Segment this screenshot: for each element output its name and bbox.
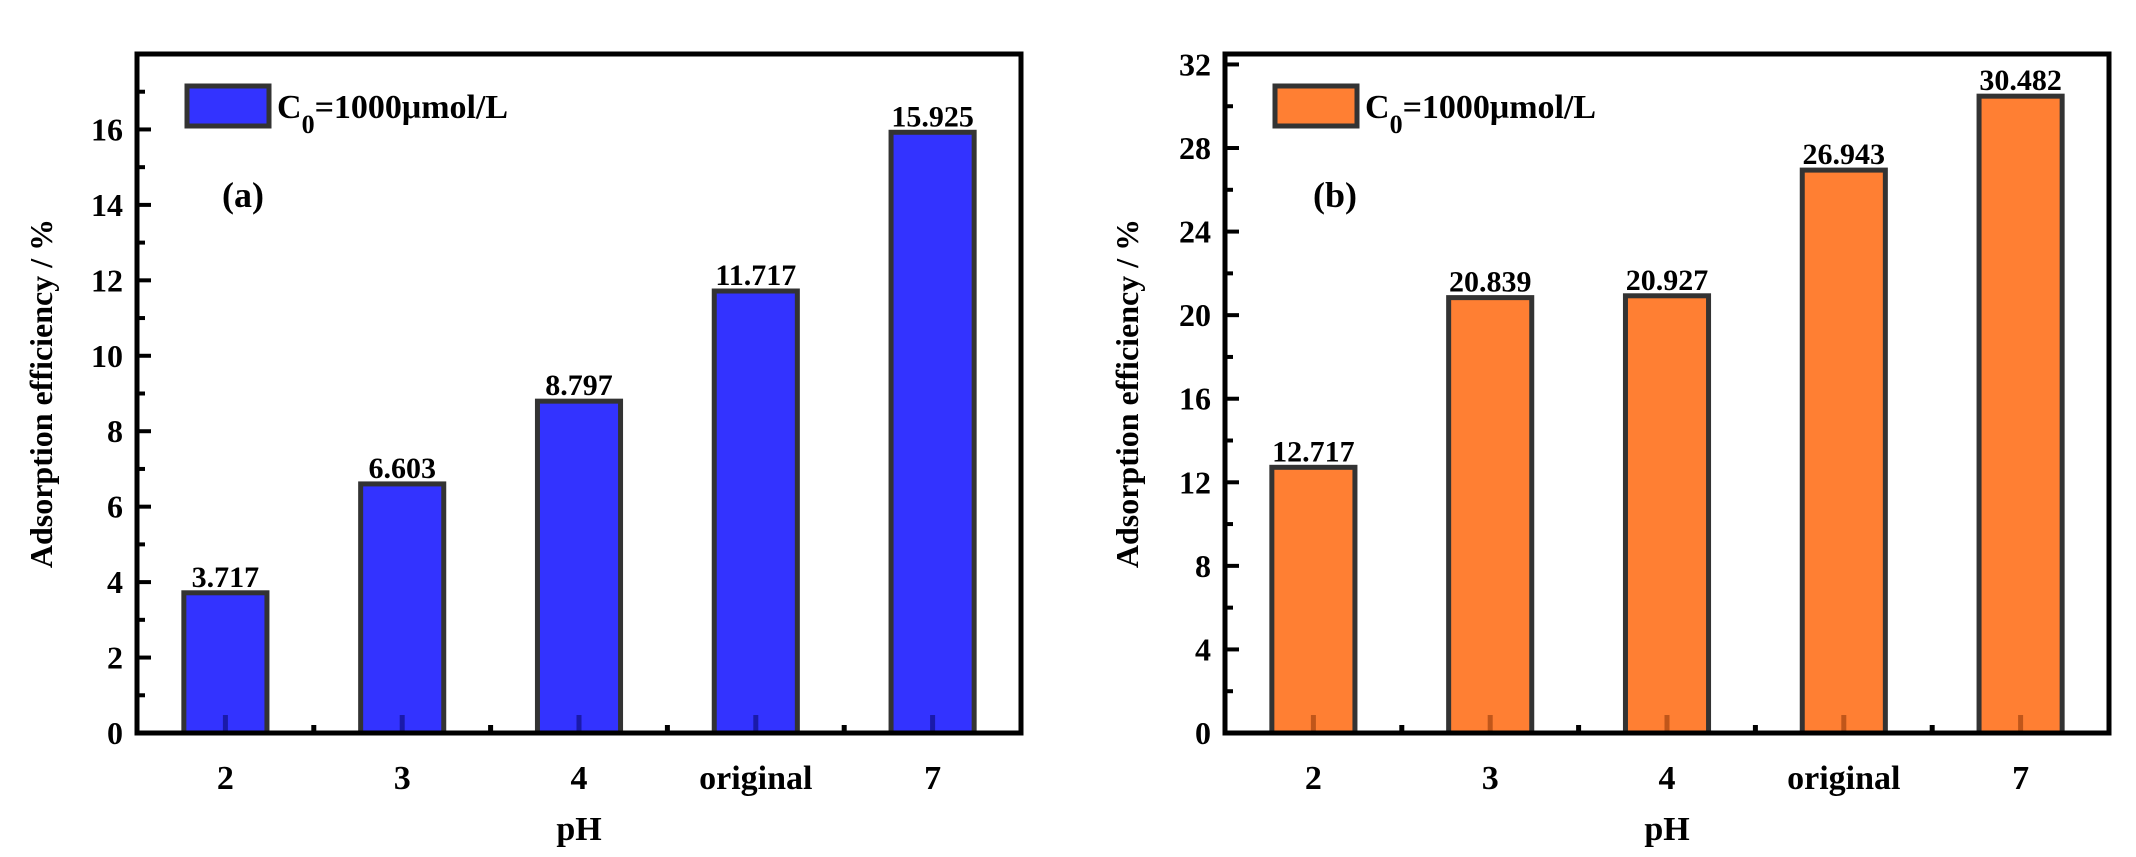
y-tick-label: 28 xyxy=(1179,130,1211,166)
y-tick-label: 12 xyxy=(1179,464,1211,500)
y-axis-title: Adsorption efficiency / % xyxy=(23,219,59,568)
y-tick-label: 20 xyxy=(1179,297,1211,333)
bar-value-label: 11.717 xyxy=(715,259,796,292)
y-tick-label: 32 xyxy=(1179,46,1211,82)
bar xyxy=(534,398,624,736)
bar xyxy=(1799,167,1888,736)
bar xyxy=(888,129,977,736)
bar-value-label: 3.717 xyxy=(192,561,260,594)
bar xyxy=(1269,464,1358,736)
bar xyxy=(1622,293,1712,736)
y-tick-label: 6 xyxy=(107,489,123,525)
plot-frame xyxy=(1222,51,2112,736)
legend-label: C0=1000μmol/L xyxy=(1365,89,1596,139)
y-axis-title: Adsorption efficiency / % xyxy=(1109,219,1145,568)
y-tick-label: 0 xyxy=(107,715,123,751)
panel-label: (b) xyxy=(1313,175,1357,215)
bar-value-label: 15.925 xyxy=(891,100,974,133)
bar xyxy=(181,590,270,736)
y-tick-label: 2 xyxy=(107,640,123,676)
x-tick-label: 3 xyxy=(394,760,411,797)
panel-label: (a) xyxy=(222,175,264,215)
panel-b-chart: 12.717 20.839 20.927 26.943 30.482 0 4 8 12 16 20 2… xyxy=(1109,46,2112,848)
x-tick-label: 4 xyxy=(1659,760,1676,797)
x-tick-label: 4 xyxy=(571,760,588,797)
y-tick-label: 8 xyxy=(107,413,123,449)
x-tick-label: 3 xyxy=(1482,760,1499,797)
y-tick-label: 0 xyxy=(1195,715,1211,751)
y-tick-label: 14 xyxy=(91,187,123,223)
bar-value-label: 20.839 xyxy=(1449,266,1532,299)
bar-value-label: 26.943 xyxy=(1803,138,1886,171)
bar xyxy=(1976,93,2065,736)
y-tick-label: 4 xyxy=(1195,631,1211,667)
panel-a-chart: 3.717 6.603 8.797 11.717 15.925 0 2 4 6 8 10 12 14 16… xyxy=(23,51,1024,848)
y-tick-label: 12 xyxy=(91,262,123,298)
bar xyxy=(1446,295,1535,736)
legend-swatch xyxy=(1272,83,1360,129)
bar-value-label: 8.797 xyxy=(545,369,613,402)
x-tick-label: original xyxy=(699,760,812,797)
x-axis-title: pH xyxy=(556,811,601,848)
x-tick-label: 2 xyxy=(1305,760,1322,797)
bar-value-label: 20.927 xyxy=(1626,264,1709,297)
y-tick-label: 4 xyxy=(107,564,123,600)
legend-swatch xyxy=(184,83,272,129)
bar xyxy=(358,481,447,736)
x-tick-label: 7 xyxy=(924,760,941,797)
bar-value-label: 12.717 xyxy=(1272,435,1355,468)
x-axis-title: pH xyxy=(1644,811,1689,848)
bar-value-label: 30.482 xyxy=(1979,64,2062,97)
y-tick-label: 16 xyxy=(1179,381,1211,417)
x-tick-label: 7 xyxy=(2012,760,2029,797)
y-tick-label: 24 xyxy=(1179,214,1211,250)
y-tick-label: 16 xyxy=(91,111,123,147)
y-tick-label: 8 xyxy=(1195,548,1211,584)
x-tick-label: original xyxy=(1787,760,1900,797)
x-tick-label: 2 xyxy=(217,760,234,797)
legend-label: C0=1000μmol/L xyxy=(277,89,508,139)
bar-value-label: 6.603 xyxy=(368,452,436,485)
bar xyxy=(711,288,800,736)
y-tick-label: 10 xyxy=(91,338,123,374)
